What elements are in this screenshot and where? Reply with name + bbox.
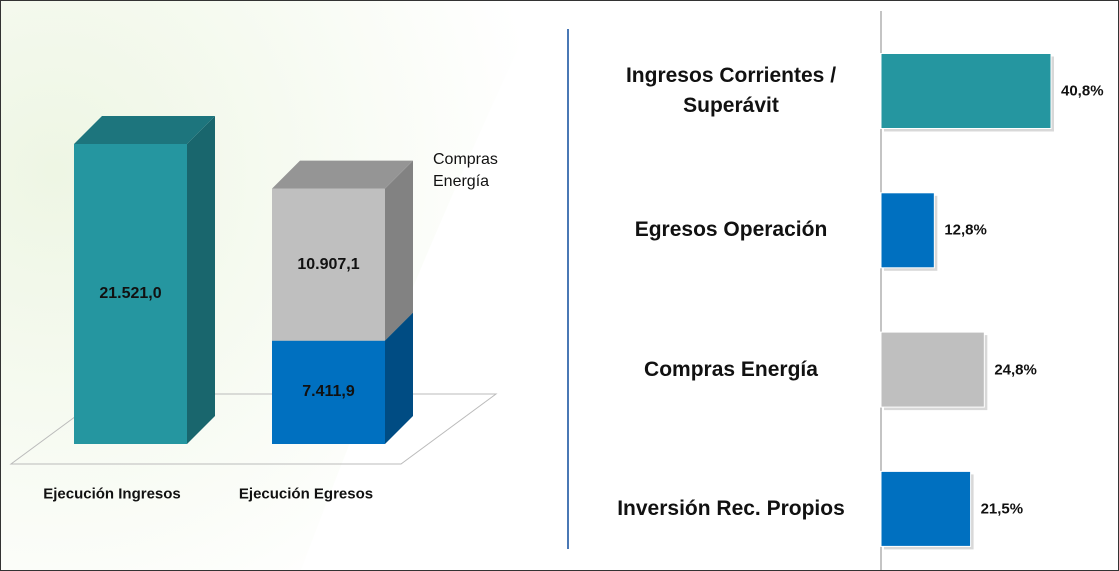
- y-tick-label: Inversión Rec. Propios: [617, 496, 845, 520]
- bar-segment: [272, 188, 385, 341]
- bar-top: [272, 160, 413, 189]
- y-tick-label: Compras Energía: [644, 357, 818, 381]
- bar-top: [74, 116, 215, 144]
- bar: [880, 192, 935, 269]
- value-label: 12,8%: [944, 221, 987, 239]
- value-label: 21,5%: [980, 500, 1024, 518]
- bar-segment: [74, 144, 187, 444]
- bar-segment: [272, 340, 385, 444]
- bar: [880, 53, 1052, 129]
- bar-side: [187, 116, 215, 444]
- bar: [880, 470, 972, 547]
- value-label: 21.521,0: [99, 285, 162, 302]
- x-tick-label: Ejecución Egresos: [238, 485, 374, 503]
- bar-side: [385, 160, 413, 341]
- x-tick-label: Ejecución Ingresos: [43, 485, 181, 503]
- value-label: 7.411,9: [302, 383, 355, 401]
- bar-side: [385, 312, 413, 444]
- y-tick-label: Egresos Operación: [634, 218, 828, 242]
- series-label: Compras Energía: [433, 150, 498, 190]
- y-tick-label: Ingresos Corrientes / Superávit: [625, 64, 837, 117]
- value-label: 24,8%: [994, 361, 1037, 379]
- bar: [880, 331, 985, 408]
- value-label: 10.907,1: [297, 255, 360, 273]
- value-label: 40,8%: [1061, 82, 1104, 100]
